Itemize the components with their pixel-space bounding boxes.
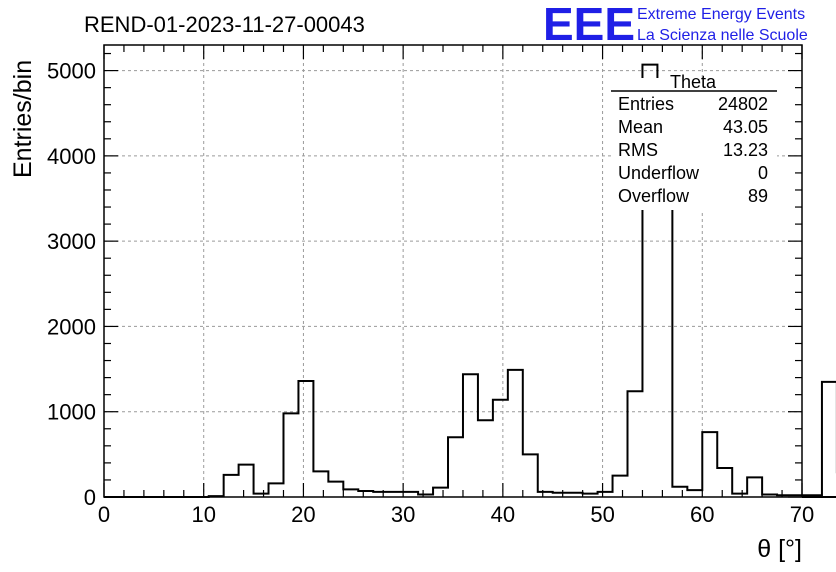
eee-logo: EEE Extreme Energy Events La Scienza nel…: [543, 0, 808, 50]
x-axis-label: θ [°]: [757, 535, 802, 563]
x-tick-label: 50: [590, 502, 614, 527]
plot-frame: [103, 44, 803, 498]
stats-label: Overflow: [618, 186, 690, 206]
x-tick-label: 40: [491, 502, 515, 527]
y-tick-label: 1000: [47, 400, 96, 425]
stats-label: Underflow: [618, 163, 700, 183]
stats-value: 13.23: [723, 140, 768, 160]
logo-mark: EEE: [543, 0, 635, 50]
stats-label: RMS: [618, 140, 658, 160]
chart-title: REND-01-2023-11-27-00043: [84, 12, 365, 37]
stats-value: 24802: [718, 94, 768, 114]
x-tick-labels: 0 10 20 30 40 50 60 70: [98, 502, 814, 527]
grid-lines: [104, 45, 802, 497]
stats-rows: Entries 24802 Mean 43.05 RMS 13.23 Underflow 0 O…: [618, 94, 768, 206]
x-tick-label: 30: [391, 502, 415, 527]
x-tick-label: 0: [98, 502, 110, 527]
logo-line-2: La Scienza nelle Scuole: [637, 27, 808, 44]
x-tick-label: 70: [790, 502, 814, 527]
y-tick-label: 3000: [47, 229, 96, 254]
stats-value: 0: [758, 163, 768, 183]
stats-label: Mean: [618, 117, 663, 137]
stats-box: Theta Entries 24802 Mean 43.05 RMS 13.23 Under…: [611, 72, 777, 210]
x-tick-label: 10: [191, 502, 215, 527]
y-tick-label: 0: [84, 485, 96, 510]
stats-value: 89: [748, 186, 768, 206]
y-tick-label: 5000: [47, 59, 96, 84]
logo-line-1: Extreme Energy Events: [637, 6, 805, 23]
stats-title: Theta: [670, 72, 717, 92]
histogram-line: [104, 63, 836, 498]
y-axis-label: Entries/bin: [9, 60, 37, 178]
x-tick-label: 60: [690, 502, 714, 527]
stats-label: Entries: [618, 94, 674, 114]
y-tick-labels: 0 1000 2000 3000 4000 5000: [47, 59, 96, 510]
stats-value: 43.05: [723, 117, 768, 137]
x-tick-label: 20: [291, 502, 315, 527]
y-tick-label: 2000: [47, 314, 96, 339]
axis-ticks: [103, 45, 803, 498]
y-tick-label: 4000: [47, 144, 96, 169]
